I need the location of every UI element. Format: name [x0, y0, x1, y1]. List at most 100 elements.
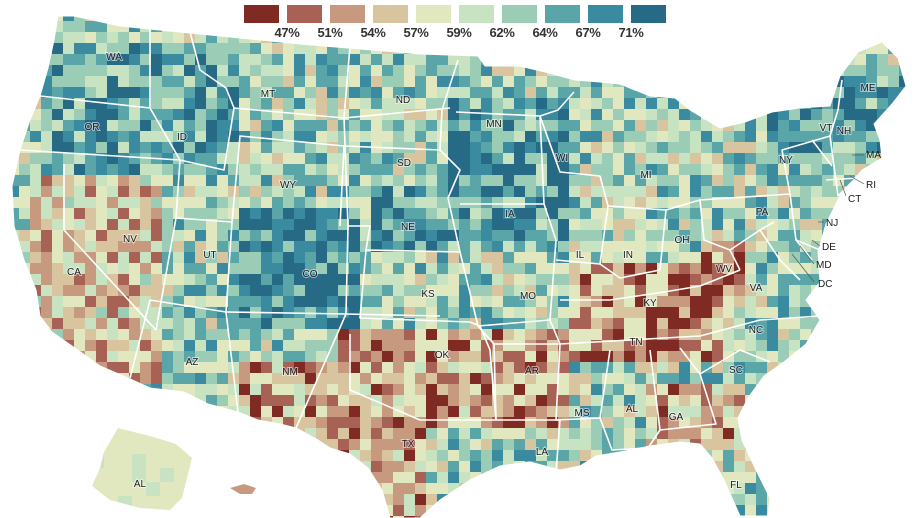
county-cell	[382, 461, 394, 473]
county-cell	[723, 21, 735, 33]
county-cell	[107, 76, 119, 88]
county-cell	[371, 362, 383, 374]
county-cell	[63, 340, 75, 352]
county-cell	[910, 384, 920, 396]
county-cell	[74, 307, 86, 319]
county-cell	[107, 109, 119, 121]
county-cell	[899, 461, 906, 473]
county-cell	[12, 219, 20, 231]
county-cell	[404, 384, 416, 396]
county-cell	[151, 16, 163, 22]
county-cell	[85, 241, 97, 253]
county-cell	[316, 43, 328, 55]
county-cell	[52, 494, 64, 506]
county-cell	[393, 219, 405, 231]
county-cell	[96, 241, 108, 253]
county-cell	[360, 98, 372, 110]
county-cell	[96, 153, 108, 165]
county-cell	[778, 197, 790, 209]
county-cell	[481, 120, 493, 132]
county-cell	[844, 505, 856, 517]
county-cell	[481, 318, 493, 330]
county-cell	[173, 87, 185, 99]
county-cell	[646, 263, 658, 275]
county-cell	[800, 87, 812, 99]
county-cell	[19, 142, 31, 154]
state-label-ky: KY	[643, 298, 657, 309]
county-cell	[679, 472, 691, 484]
county-cell	[261, 329, 273, 341]
county-cell	[547, 428, 559, 440]
county-cell	[96, 340, 108, 352]
county-cell	[536, 417, 548, 429]
county-cell	[162, 131, 174, 143]
county-cell	[756, 450, 768, 462]
county-cell	[723, 219, 735, 231]
county-cell	[690, 373, 702, 385]
state-label-ny: NY	[779, 155, 793, 166]
alaska-cell	[146, 468, 161, 483]
county-cell	[800, 43, 812, 55]
county-cell	[569, 285, 581, 297]
county-cell	[899, 318, 906, 330]
state-label-ak: AL	[134, 479, 147, 490]
county-cell	[129, 230, 141, 242]
county-cell	[690, 175, 702, 187]
county-cell	[261, 362, 273, 374]
county-cell	[503, 450, 515, 462]
county-cell	[646, 142, 658, 154]
county-cell	[470, 439, 482, 451]
county-cell	[646, 461, 658, 473]
county-cell	[140, 263, 152, 275]
county-cell	[371, 373, 383, 385]
county-cell	[503, 296, 515, 308]
county-cell	[778, 439, 790, 451]
county-cell	[503, 406, 515, 418]
alaska-cell	[146, 482, 161, 497]
county-cell	[723, 505, 735, 517]
county-cell	[305, 43, 317, 55]
county-cell	[19, 120, 31, 132]
county-cell	[668, 21, 680, 33]
county-cell	[624, 285, 636, 297]
county-cell	[74, 153, 86, 165]
county-cell	[404, 175, 416, 187]
county-cell	[723, 307, 735, 319]
county-cell	[646, 76, 658, 88]
county-cell	[569, 252, 581, 264]
county-cell	[85, 98, 97, 110]
county-cell	[547, 307, 559, 319]
county-cell	[393, 164, 405, 176]
county-cell	[129, 131, 141, 143]
county-cell	[844, 43, 856, 55]
county-cell	[580, 417, 592, 429]
county-cell	[393, 186, 405, 198]
county-cell	[602, 318, 614, 330]
county-cell	[195, 340, 207, 352]
county-cell	[712, 483, 724, 495]
county-cell	[481, 340, 493, 352]
county-cell	[74, 208, 86, 220]
county-cell	[635, 296, 647, 308]
county-cell	[910, 450, 920, 462]
county-cell	[85, 362, 97, 374]
county-cell	[371, 186, 383, 198]
county-cell	[712, 21, 724, 33]
county-cell	[371, 43, 383, 55]
county-cell	[52, 351, 64, 363]
county-cell	[283, 285, 295, 297]
county-cell	[349, 230, 361, 242]
county-cell	[547, 98, 559, 110]
county-cell	[404, 153, 416, 165]
county-cell	[547, 439, 559, 451]
county-cell	[690, 461, 702, 473]
county-cell	[712, 241, 724, 253]
county-cell	[525, 494, 537, 506]
county-cell	[12, 241, 20, 253]
county-cell	[833, 395, 845, 407]
county-cell	[602, 494, 614, 506]
county-cell	[547, 384, 559, 396]
county-cell	[712, 186, 724, 198]
county-cell	[492, 450, 504, 462]
county-cell	[734, 252, 746, 264]
